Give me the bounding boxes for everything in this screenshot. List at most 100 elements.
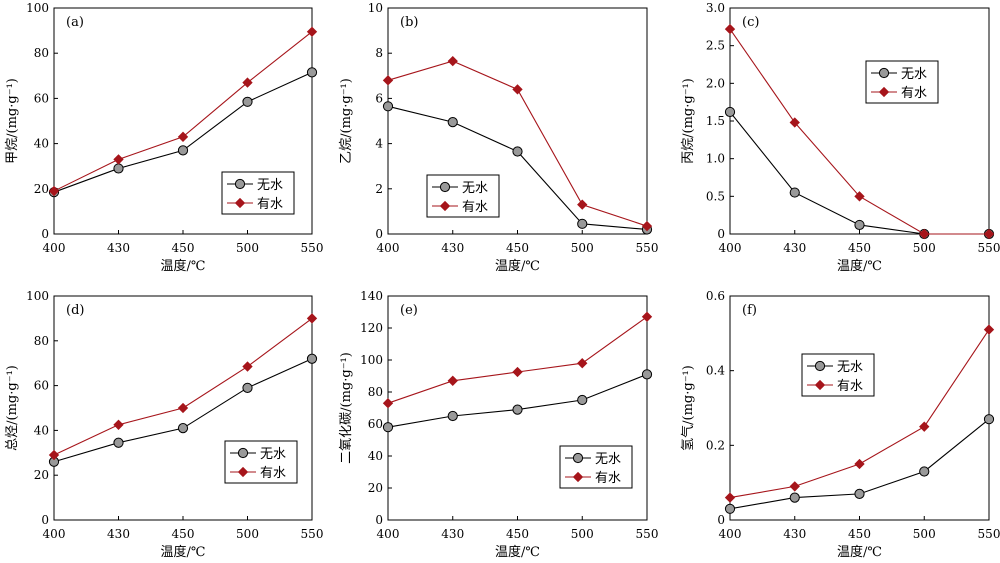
legend-label: 有水 <box>837 379 863 394</box>
legend-marker <box>814 360 826 372</box>
data-point-2 <box>382 75 394 86</box>
legend-label: 有水 <box>257 197 283 212</box>
legend-box <box>801 353 875 397</box>
x-axis-title: 温度/℃ <box>837 258 882 274</box>
data-point-2 <box>113 154 124 165</box>
x-tick-label: 400 <box>43 527 66 541</box>
x-tick-label: 450 <box>172 241 195 255</box>
y-tick-label: 20 <box>368 481 383 495</box>
data-point-2 <box>724 492 736 503</box>
x-tick-label: 450 <box>172 527 195 541</box>
x-tick-label: 430 <box>107 241 130 255</box>
x-tick-label: 430 <box>783 527 806 541</box>
panel-tag: (f) <box>742 303 757 318</box>
y-tick-label: 100 <box>26 289 49 303</box>
legend-label: 无水 <box>837 360 863 375</box>
legend-box <box>426 174 500 218</box>
data-point-2 <box>789 481 800 492</box>
data-point-2 <box>854 458 865 470</box>
panel-tag: (b) <box>400 15 418 30</box>
data-point-2 <box>48 449 60 461</box>
legend-box <box>221 171 295 215</box>
data-point-2 <box>577 199 588 210</box>
chart-panel-3: 0 0.5 1.0 1.5 2.0 2.5 3.0 400 430 450 500 550 温度/℃ 丙烷… <box>681 1 1000 274</box>
y-tick-label: 80 <box>34 46 49 60</box>
data-point-1 <box>512 404 523 415</box>
x-tick-label: 450 <box>848 527 871 541</box>
y-tick-label: 120 <box>360 321 383 335</box>
legend-label: 有水 <box>462 200 488 215</box>
x-tick-label: 550 <box>636 527 659 541</box>
y-tick-label: 1.0 <box>706 152 725 166</box>
y-tick-label: 0 <box>41 227 49 241</box>
data-point-1 <box>724 106 736 118</box>
x-tick-label: 400 <box>377 241 400 255</box>
data-point-1 <box>242 382 253 393</box>
data-point-1 <box>242 96 253 107</box>
data-point-1 <box>177 423 189 434</box>
panel-tag: (a) <box>66 15 84 30</box>
chart-panel-5: 0 20 40 60 80 100 120 140 400 430 450 500 550 温度/℃ 二氧化… <box>339 289 658 560</box>
x-tick-label: 400 <box>377 527 400 541</box>
y-tick-label: 40 <box>34 423 49 437</box>
x-tick-label: 500 <box>913 527 936 541</box>
chart-panel-6: 0 0.2 0.4 0.6 400 430 450 500 550 温度/℃ 氢气/(mg·g⁻¹)… <box>680 289 1000 560</box>
chart-panel-2: 0 2 4 6 8 10 400 430 450 500 550 温度/℃ 乙烷/(mg·g⁻¹) (b)… <box>339 1 658 274</box>
data-point-2 <box>577 358 588 369</box>
x-tick-label: 550 <box>636 241 659 255</box>
series-line-2 <box>53 31 313 192</box>
legend-label: 无水 <box>260 447 286 462</box>
y-tick-label: 0.4 <box>706 364 725 378</box>
data-point-2 <box>306 26 318 37</box>
x-tick-label: 550 <box>978 527 1000 541</box>
data-point-1 <box>306 353 318 364</box>
series-line-2 <box>729 28 989 235</box>
data-point-2 <box>113 419 124 430</box>
legend-marker <box>878 67 890 79</box>
x-axis-title: 温度/℃ <box>161 544 206 560</box>
y-tick-label: 0 <box>41 513 49 527</box>
data-point-1 <box>447 410 458 422</box>
y-tick-label: 0.2 <box>706 438 725 452</box>
x-tick-label: 430 <box>441 527 464 541</box>
series-line-1 <box>387 373 648 428</box>
plot-frame <box>729 295 990 521</box>
data-point-2 <box>382 398 394 409</box>
y-tick-label: 0.5 <box>706 189 725 203</box>
y-tick-label: 0 <box>375 513 383 527</box>
y-tick-label: 0 <box>717 227 725 241</box>
data-point-2 <box>854 191 865 202</box>
y-tick-label: 80 <box>368 385 383 399</box>
legend-box <box>865 60 939 104</box>
y-tick-label: 2.0 <box>706 76 725 90</box>
data-point-1 <box>113 163 124 174</box>
y-axis-title: 丙烷/(mg·g⁻¹) <box>681 78 696 164</box>
panel-tag: (e) <box>400 303 418 318</box>
x-axis-title: 温度/℃ <box>495 258 540 274</box>
x-tick-label: 550 <box>301 527 324 541</box>
y-tick-label: 100 <box>26 1 49 15</box>
y-axis-title: 二氧化碳/(mg·g⁻¹) <box>339 352 354 464</box>
y-tick-label: 60 <box>34 91 49 105</box>
legend-label: 无水 <box>462 181 488 196</box>
y-tick-label: 40 <box>34 137 49 151</box>
legend-marker <box>234 197 246 209</box>
data-point-2 <box>983 228 995 240</box>
data-point-1 <box>724 503 736 514</box>
legend-marker <box>572 452 584 464</box>
x-tick-label: 500 <box>571 527 594 541</box>
x-axis-title: 温度/℃ <box>161 258 206 274</box>
legend-marker <box>814 379 826 391</box>
data-point-2 <box>983 324 995 335</box>
data-point-2 <box>512 84 523 95</box>
x-tick-label: 500 <box>913 241 936 255</box>
data-point-1 <box>919 466 930 477</box>
legend-marker <box>878 86 890 98</box>
legend-label: 有水 <box>595 471 621 486</box>
data-point-1 <box>577 394 588 406</box>
y-axis-title: 氢气/(mg·g⁻¹) <box>680 365 696 451</box>
data-point-2 <box>447 375 458 386</box>
y-tick-label: 2.5 <box>706 39 725 53</box>
data-point-1 <box>177 145 189 156</box>
legend-label: 无水 <box>901 67 927 82</box>
